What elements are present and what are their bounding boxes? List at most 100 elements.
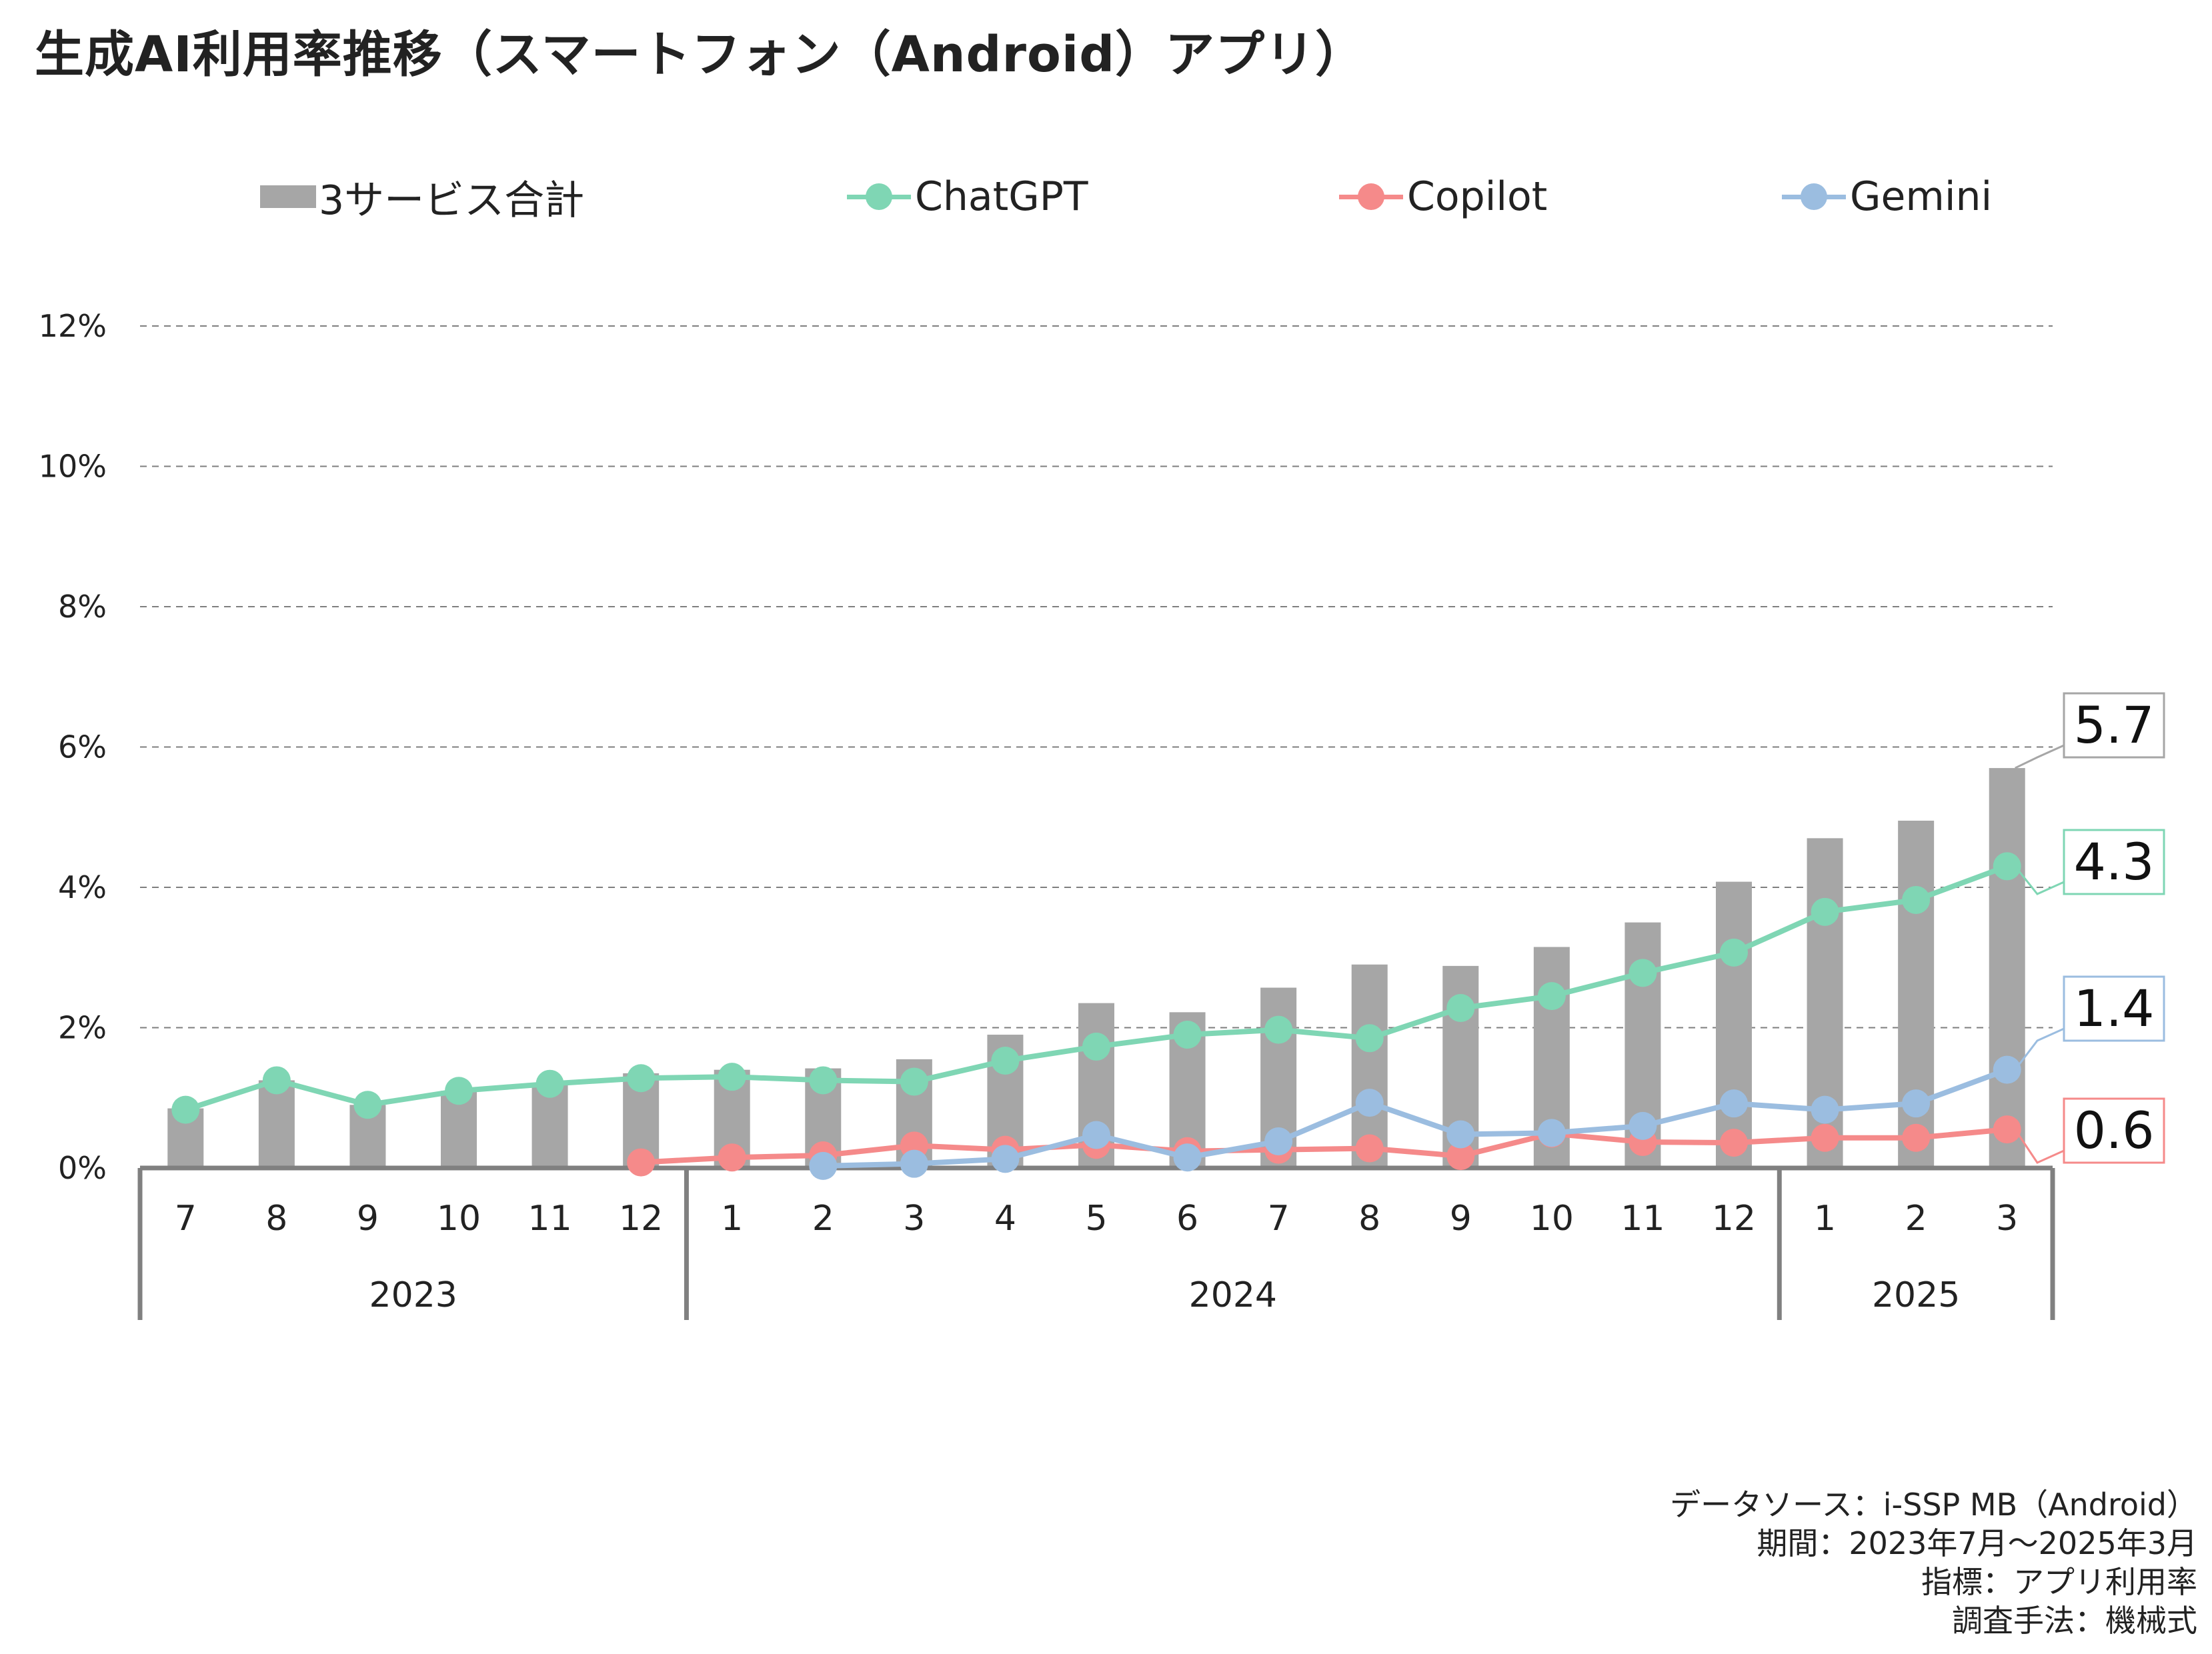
point-chatgpt bbox=[991, 1046, 1020, 1075]
point-copilot bbox=[1355, 1134, 1384, 1163]
point-gemini bbox=[1173, 1143, 1202, 1172]
year-label: 2023 bbox=[369, 1275, 457, 1315]
legend-swatch-total bbox=[260, 185, 316, 208]
callout-leader bbox=[2015, 744, 2065, 769]
bar-total bbox=[1716, 881, 1752, 1168]
point-chatgpt bbox=[1355, 1024, 1384, 1053]
point-chatgpt bbox=[1993, 852, 2021, 881]
legend-swatch-gemini bbox=[1782, 183, 1846, 210]
bar-total bbox=[1989, 768, 2025, 1168]
callout-leader bbox=[2014, 1027, 2065, 1071]
point-gemini bbox=[1902, 1089, 1931, 1118]
x-tick-label: 10 bbox=[437, 1199, 481, 1239]
point-gemini bbox=[809, 1151, 838, 1180]
callout-box bbox=[2063, 1097, 2165, 1164]
metric-line: 指標：アプリ利用率 bbox=[1921, 1564, 2197, 1600]
legend-label-chatgpt: ChatGPT bbox=[915, 173, 1088, 220]
point-chatgpt bbox=[1720, 938, 1748, 967]
point-copilot bbox=[1720, 1129, 1748, 1157]
line-copilot bbox=[640, 1127, 2008, 1165]
x-tick-label: 8 bbox=[265, 1199, 287, 1239]
data-label: 4.3 bbox=[2074, 832, 2155, 891]
point-gemini bbox=[1446, 1120, 1475, 1149]
x-tick-label: 5 bbox=[1085, 1199, 1107, 1239]
chart-title: 生成AI利用率推移（スマートフォン（Android）アプリ） bbox=[35, 26, 1366, 83]
point-chatgpt bbox=[1446, 994, 1475, 1023]
legend-item-gemini: Gemini bbox=[1782, 163, 1992, 230]
y-tick-label: 6% bbox=[58, 729, 107, 765]
point-chatgpt bbox=[627, 1064, 656, 1093]
callout-box bbox=[2063, 975, 2165, 1042]
point-chatgpt bbox=[809, 1066, 838, 1095]
year-label: 2025 bbox=[1872, 1275, 1960, 1315]
callout-box bbox=[2063, 692, 2165, 759]
point-gemini bbox=[1811, 1095, 1839, 1124]
y-tick-label: 10% bbox=[39, 449, 107, 485]
legend-item-total: 3サービス合計 bbox=[260, 163, 584, 230]
point-gemini bbox=[1537, 1119, 1566, 1147]
y-tick-label: 2% bbox=[58, 1010, 107, 1046]
point-gemini bbox=[1993, 1055, 2021, 1084]
point-chatgpt bbox=[1173, 1021, 1202, 1049]
point-copilot bbox=[1446, 1142, 1475, 1171]
x-tick-label: 1 bbox=[1814, 1199, 1836, 1239]
data-source-note: データソース：i-SSP MB（Android） 期間：2023年7月～2025… bbox=[1670, 1485, 2197, 1640]
bar-total bbox=[258, 1080, 295, 1168]
point-chatgpt bbox=[1902, 885, 1931, 914]
point-chatgpt bbox=[535, 1069, 564, 1098]
x-tick-label: 4 bbox=[994, 1199, 1016, 1239]
callout-leader bbox=[2014, 1129, 2065, 1164]
point-copilot bbox=[627, 1148, 656, 1177]
point-gemini bbox=[1355, 1089, 1384, 1117]
x-tick-label: 12 bbox=[619, 1199, 663, 1239]
point-gemini bbox=[1082, 1121, 1110, 1149]
point-gemini bbox=[1264, 1127, 1293, 1156]
chart-canvas: 0%2%4%6%8%10%12%7 8 9 10 11 12 1 2 3 4 5 6 7 8 9 10 11 12… bbox=[39, 308, 2165, 1320]
point-chatgpt bbox=[1811, 897, 1839, 926]
callout-leader bbox=[2014, 865, 2065, 895]
source-line: データソース：i-SSP MB（Android） bbox=[1670, 1487, 2197, 1523]
x-tick-label: 6 bbox=[1176, 1199, 1198, 1239]
point-chatgpt bbox=[1628, 959, 1657, 987]
point-gemini bbox=[1628, 1111, 1657, 1140]
y-tick-label: 4% bbox=[58, 869, 107, 905]
legend-label-gemini: Gemini bbox=[1850, 173, 1993, 220]
x-tick-label: 9 bbox=[1450, 1199, 1472, 1239]
legend-swatch-chatgpt bbox=[847, 183, 911, 210]
x-tick-label: 9 bbox=[357, 1199, 379, 1239]
point-gemini bbox=[900, 1149, 928, 1178]
x-tick-label: 11 bbox=[1620, 1199, 1665, 1239]
x-tick-label: 10 bbox=[1530, 1199, 1574, 1239]
point-chatgpt bbox=[171, 1095, 200, 1124]
point-chatgpt bbox=[262, 1066, 291, 1095]
line-gemini bbox=[823, 1067, 2009, 1169]
point-chatgpt bbox=[353, 1091, 382, 1119]
point-chatgpt bbox=[900, 1067, 928, 1096]
x-tick-label: 12 bbox=[1712, 1199, 1756, 1239]
x-tick-label: 2 bbox=[812, 1199, 834, 1239]
legend-label-total: 3サービス合計 bbox=[319, 177, 585, 224]
y-tick-label: 12% bbox=[39, 308, 107, 344]
x-tick-label: 2 bbox=[1905, 1199, 1927, 1239]
x-tick-label: 8 bbox=[1358, 1199, 1380, 1239]
data-label: 1.4 bbox=[2074, 979, 2155, 1038]
legend-item-copilot: Copilot bbox=[1339, 163, 1547, 230]
point-gemini bbox=[1720, 1089, 1748, 1118]
point-chatgpt bbox=[1537, 982, 1566, 1011]
x-tick-label: 7 bbox=[175, 1199, 197, 1239]
point-copilot bbox=[1811, 1123, 1839, 1152]
legend: 3サービス合計 ChatGPT Copilot Gemini bbox=[0, 163, 2212, 230]
bar-total bbox=[1351, 964, 1388, 1168]
point-chatgpt bbox=[1082, 1032, 1110, 1061]
y-tick-label: 8% bbox=[58, 589, 107, 625]
x-tick-label: 7 bbox=[1268, 1199, 1290, 1239]
bar-total bbox=[531, 1083, 568, 1168]
point-copilot bbox=[1902, 1123, 1931, 1152]
year-label: 2024 bbox=[1189, 1275, 1277, 1315]
x-tick-label: 3 bbox=[1996, 1199, 2018, 1239]
x-tick-label: 1 bbox=[721, 1199, 743, 1239]
legend-label-copilot: Copilot bbox=[1407, 173, 1548, 220]
x-tick-label: 11 bbox=[527, 1199, 572, 1239]
legend-swatch-copilot bbox=[1339, 183, 1403, 210]
point-chatgpt bbox=[718, 1063, 746, 1091]
